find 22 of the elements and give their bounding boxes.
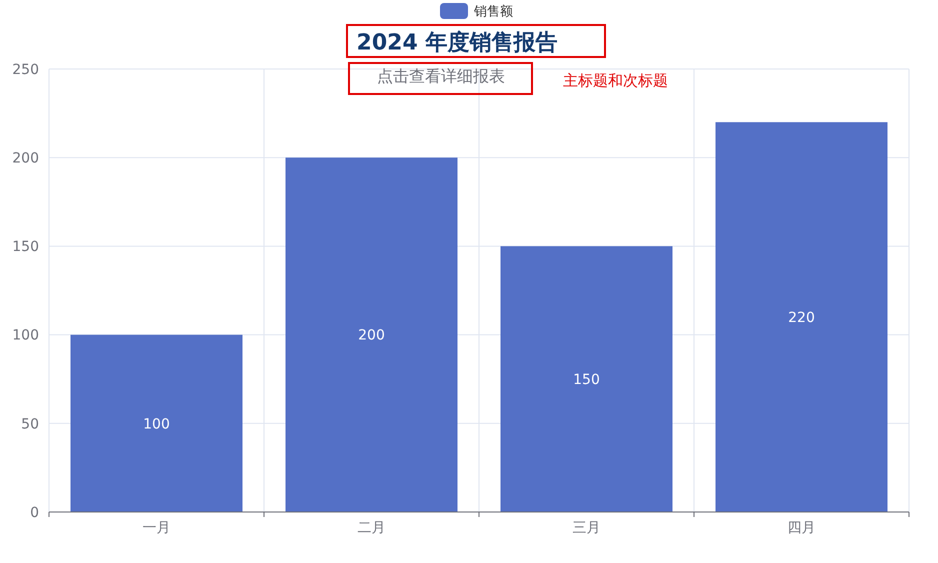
y-tick-label: 250 — [12, 62, 39, 78]
y-tick-label: 0 — [30, 504, 39, 521]
chart-subtitle: 点击查看详细报表 — [377, 66, 505, 86]
chart-title: 2024 年度销售报告 — [356, 30, 558, 56]
data-label: 200 — [358, 328, 385, 344]
x-tick-label: 一月 — [142, 520, 170, 536]
x-tick-label: 三月 — [572, 520, 600, 536]
bar — [500, 246, 672, 512]
legend-label: 销售额 — [473, 4, 513, 20]
x-tick-label: 四月 — [788, 520, 816, 536]
data-label: 150 — [573, 372, 600, 388]
data-label: 220 — [788, 310, 815, 326]
y-tick-label: 50 — [21, 416, 39, 432]
bar — [716, 122, 888, 512]
bar — [286, 158, 458, 512]
y-tick-label: 200 — [12, 150, 39, 166]
x-tick-label: 二月 — [358, 520, 386, 536]
annotation: 主标题和次标题 — [563, 71, 668, 90]
data-label: 100 — [143, 416, 170, 432]
y-tick-label: 100 — [12, 328, 39, 344]
bar — [70, 334, 242, 512]
y-tick-label: 150 — [12, 239, 39, 256]
